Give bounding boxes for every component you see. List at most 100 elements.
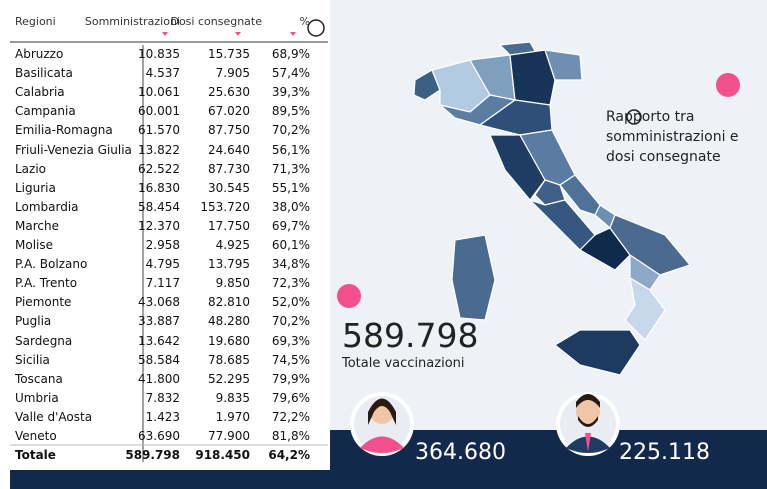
region: P.A. Trento (15, 276, 78, 291)
administrations: 43.068 (138, 295, 180, 310)
footer-band (10, 470, 767, 489)
doses-delivered: 7.905 (215, 66, 250, 81)
men-count: 225.118 (619, 440, 710, 465)
column-header[interactable]: Dosi consegnate (170, 15, 262, 28)
percentage: 79,9% (271, 371, 310, 386)
region: Veneto (15, 429, 57, 443)
percentage: 68,9% (271, 47, 310, 61)
doses-delivered: 9.850 (215, 276, 250, 291)
sort-icon (162, 32, 168, 36)
total-vaccinations-label: Totale vaccinazioni (342, 356, 465, 371)
doses-delivered: 77.900 (208, 429, 250, 443)
region: Calabria (15, 85, 65, 100)
doses-delivered: 153.720 (200, 199, 250, 214)
flower-icon (716, 73, 740, 97)
percentage: 70,2% (271, 123, 310, 138)
administrations: 63.690 (138, 429, 180, 443)
percentage: 89,5% (271, 104, 310, 119)
total-doses-delivered: 918.450 (195, 448, 250, 462)
region: Campania (15, 104, 76, 119)
flower-icon (337, 284, 361, 308)
total-percentage: 64,2% (268, 448, 310, 462)
percentage: 69,3% (271, 333, 310, 348)
percentage: 69,7% (271, 218, 310, 233)
region: Piemonte (15, 295, 72, 310)
region: Puglia (15, 314, 52, 329)
percentage: 39,3% (271, 85, 310, 100)
sort-icon (235, 32, 241, 36)
percentage: 71,3% (271, 161, 310, 176)
administrations: 60.001 (138, 104, 180, 119)
administrations: 10.835 (138, 47, 180, 61)
region: Molise (15, 238, 53, 252)
region: Umbria (15, 390, 59, 405)
doses-delivered: 30.545 (208, 180, 250, 195)
percentage: 57,4% (271, 66, 310, 81)
administrations: 13.642 (138, 333, 180, 348)
administrations: 13.822 (138, 142, 180, 157)
doses-delivered: 13.795 (208, 257, 250, 272)
administrations: 2.958 (145, 238, 180, 252)
region: Marche (15, 218, 59, 233)
administrations: 58.454 (138, 199, 180, 214)
percentage: 56,1% (271, 142, 310, 157)
total-region: Totale (15, 448, 56, 462)
doses-delivered: 25.630 (208, 85, 250, 100)
region: Sardegna (15, 333, 73, 348)
percentage: 52,0% (271, 295, 310, 310)
info-icon (626, 109, 642, 125)
doses-delivered: 67.020 (208, 104, 250, 119)
total-administrations: 589.798 (125, 448, 180, 462)
doses-delivered: 17.750 (208, 218, 250, 233)
administrations: 61.570 (138, 123, 180, 138)
region-table: Regioni Somministrazioni Dosi consegnate% A… (10, 10, 330, 470)
man-icon (556, 392, 620, 456)
doses-delivered: 24.640 (208, 142, 250, 157)
woman-icon (350, 392, 414, 456)
total-vaccinations: 589.798 (342, 316, 479, 355)
administrations: 12.370 (138, 218, 180, 233)
percentage: 81,8% (271, 429, 310, 443)
administrations: 62.522 (138, 161, 180, 176)
doses-delivered: 82.810 (208, 295, 250, 310)
region: Lazio (15, 161, 47, 176)
percentage: 70,2% (271, 314, 310, 329)
administrations: 10.061 (138, 85, 180, 100)
italy-map (413, 41, 692, 376)
administrations: 58.584 (138, 352, 180, 367)
region: Emilia-Romagna (15, 123, 113, 138)
region: Liguria (15, 180, 56, 195)
region: Abruzzo (15, 47, 64, 61)
doses-delivered: 1.970 (215, 409, 250, 424)
percentage: 72,2% (271, 409, 310, 424)
doses-delivered: 87.750 (208, 123, 250, 138)
administrations: 7.832 (145, 390, 180, 405)
percentage: 74,5% (271, 352, 310, 367)
column-header[interactable]: % (299, 15, 310, 28)
column-header[interactable]: Somministrazioni (84, 15, 180, 28)
percentage: 55,1% (271, 180, 310, 195)
doses-delivered: 48.280 (208, 314, 250, 329)
doses-delivered: 4.925 (215, 238, 250, 252)
doses-delivered: 19.680 (208, 333, 250, 348)
info-icon (307, 19, 325, 37)
administrations: 16.830 (138, 180, 180, 195)
administrations: 41.800 (138, 371, 180, 386)
percentage: 38,0% (271, 199, 310, 214)
percentage: 34,8% (271, 257, 310, 272)
map-note: Rapporto tra somministrazioni e dosi con… (606, 109, 739, 165)
percentage: 60,1% (271, 238, 310, 252)
region: Lombardia (15, 199, 79, 214)
doses-delivered: 52.295 (208, 371, 250, 386)
region: Sicilia (15, 352, 50, 367)
administrations: 1.423 (145, 409, 180, 424)
region: Toscana (15, 371, 63, 386)
region: Valle d'Aosta (15, 409, 93, 424)
percentage: 79,6% (271, 390, 310, 405)
sort-icon (290, 32, 296, 36)
administrations: 33.887 (138, 314, 180, 329)
column-header[interactable]: Regioni (15, 15, 56, 28)
doses-delivered: 9.835 (215, 390, 250, 405)
